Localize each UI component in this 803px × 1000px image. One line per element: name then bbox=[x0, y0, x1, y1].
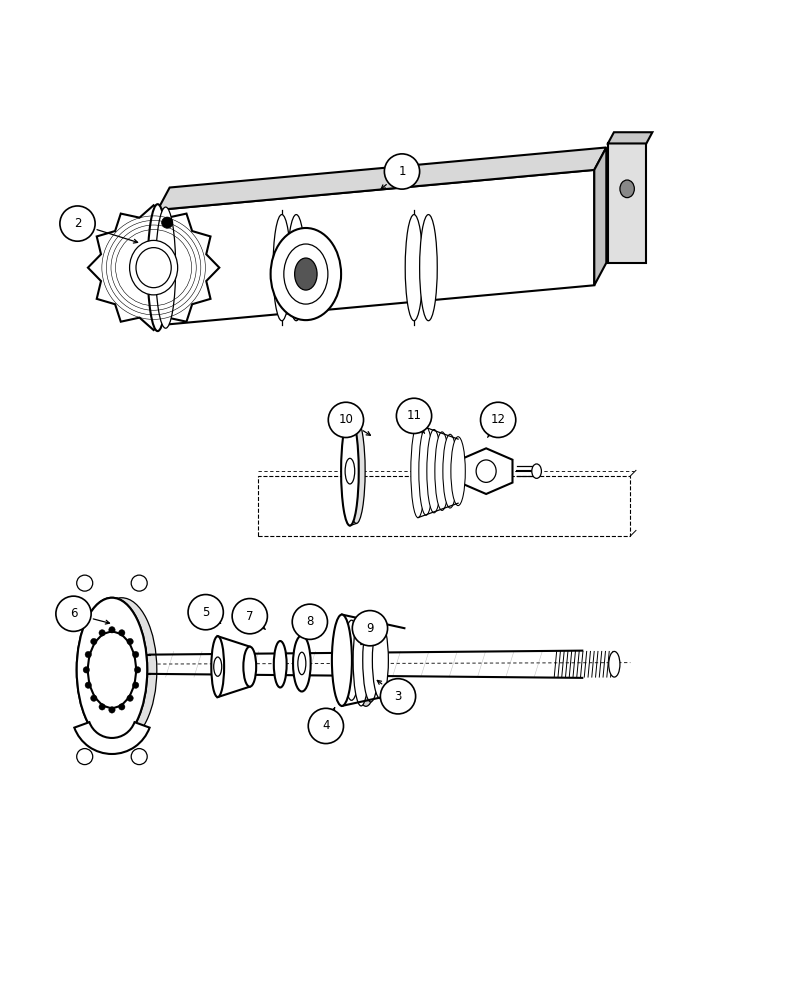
Circle shape bbox=[380, 679, 415, 714]
Circle shape bbox=[384, 154, 419, 189]
Ellipse shape bbox=[608, 651, 619, 677]
Ellipse shape bbox=[419, 215, 437, 321]
Text: 3: 3 bbox=[393, 690, 402, 703]
Circle shape bbox=[108, 707, 115, 713]
Circle shape bbox=[83, 667, 89, 673]
Ellipse shape bbox=[332, 615, 352, 706]
Text: 2: 2 bbox=[74, 217, 81, 230]
Circle shape bbox=[127, 695, 133, 701]
Ellipse shape bbox=[273, 215, 290, 321]
Ellipse shape bbox=[450, 437, 465, 506]
Ellipse shape bbox=[271, 228, 340, 320]
Circle shape bbox=[85, 651, 92, 658]
Ellipse shape bbox=[211, 636, 224, 697]
Circle shape bbox=[99, 630, 105, 636]
Circle shape bbox=[396, 398, 431, 433]
Circle shape bbox=[76, 575, 92, 591]
Circle shape bbox=[91, 638, 97, 645]
Circle shape bbox=[59, 206, 95, 241]
Ellipse shape bbox=[475, 460, 495, 482]
Ellipse shape bbox=[410, 425, 425, 518]
Ellipse shape bbox=[243, 647, 256, 687]
Circle shape bbox=[328, 402, 363, 438]
Ellipse shape bbox=[88, 632, 136, 708]
Circle shape bbox=[188, 595, 223, 630]
Wedge shape bbox=[74, 722, 149, 754]
Circle shape bbox=[55, 596, 91, 631]
Polygon shape bbox=[459, 448, 512, 494]
Circle shape bbox=[131, 575, 147, 591]
Circle shape bbox=[134, 667, 141, 673]
Ellipse shape bbox=[214, 657, 222, 676]
Circle shape bbox=[480, 402, 516, 438]
Polygon shape bbox=[218, 636, 250, 697]
Ellipse shape bbox=[283, 244, 328, 304]
Ellipse shape bbox=[353, 615, 369, 706]
Ellipse shape bbox=[531, 464, 540, 478]
Circle shape bbox=[132, 682, 139, 688]
Circle shape bbox=[352, 611, 387, 646]
Text: 7: 7 bbox=[246, 610, 253, 623]
Circle shape bbox=[161, 217, 173, 228]
Circle shape bbox=[132, 651, 139, 658]
Text: 6: 6 bbox=[70, 607, 77, 620]
Ellipse shape bbox=[362, 619, 378, 702]
Ellipse shape bbox=[340, 417, 358, 526]
Polygon shape bbox=[593, 147, 605, 285]
Text: 8: 8 bbox=[306, 615, 313, 628]
Ellipse shape bbox=[297, 652, 305, 675]
Ellipse shape bbox=[292, 635, 310, 691]
Text: 4: 4 bbox=[322, 719, 329, 732]
Circle shape bbox=[131, 749, 147, 765]
Text: 12: 12 bbox=[490, 413, 505, 426]
Ellipse shape bbox=[294, 258, 316, 290]
Circle shape bbox=[118, 630, 124, 636]
Ellipse shape bbox=[86, 598, 157, 742]
Ellipse shape bbox=[333, 616, 349, 704]
Ellipse shape bbox=[156, 207, 175, 328]
Ellipse shape bbox=[344, 458, 354, 484]
Polygon shape bbox=[157, 147, 605, 210]
Circle shape bbox=[118, 704, 124, 710]
Ellipse shape bbox=[347, 419, 365, 523]
Circle shape bbox=[308, 708, 343, 744]
Ellipse shape bbox=[76, 598, 147, 742]
Circle shape bbox=[232, 599, 267, 634]
Circle shape bbox=[85, 682, 92, 688]
Circle shape bbox=[76, 749, 92, 765]
Ellipse shape bbox=[418, 427, 433, 515]
Text: 1: 1 bbox=[397, 165, 406, 178]
Text: 5: 5 bbox=[202, 606, 209, 619]
Ellipse shape bbox=[426, 429, 441, 513]
Text: 9: 9 bbox=[365, 622, 373, 635]
Circle shape bbox=[108, 627, 115, 633]
Text: 11: 11 bbox=[406, 409, 421, 422]
Circle shape bbox=[91, 695, 97, 701]
Circle shape bbox=[99, 704, 105, 710]
Ellipse shape bbox=[434, 432, 449, 510]
Ellipse shape bbox=[442, 434, 457, 508]
Polygon shape bbox=[607, 143, 646, 263]
Polygon shape bbox=[607, 132, 651, 143]
Ellipse shape bbox=[129, 240, 177, 295]
Polygon shape bbox=[88, 205, 219, 330]
Ellipse shape bbox=[343, 620, 359, 700]
Circle shape bbox=[291, 604, 327, 639]
Ellipse shape bbox=[148, 204, 168, 331]
Ellipse shape bbox=[372, 622, 388, 699]
Ellipse shape bbox=[619, 180, 634, 198]
Circle shape bbox=[127, 638, 133, 645]
Ellipse shape bbox=[274, 641, 286, 687]
Text: 10: 10 bbox=[338, 413, 353, 426]
Polygon shape bbox=[157, 170, 593, 325]
Ellipse shape bbox=[353, 614, 377, 706]
Ellipse shape bbox=[136, 248, 171, 288]
Ellipse shape bbox=[287, 215, 304, 321]
Ellipse shape bbox=[405, 215, 422, 321]
